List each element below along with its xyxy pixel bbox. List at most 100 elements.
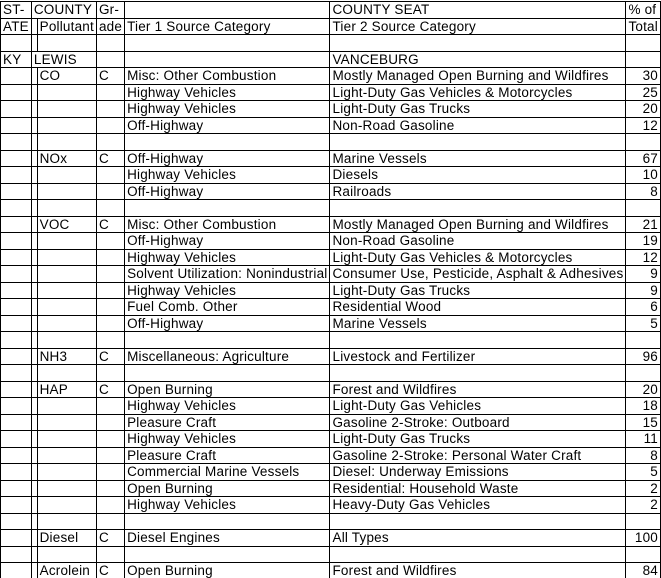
empty-cell (36, 83, 97, 101)
empty-cell (36, 182, 97, 200)
empty-cell (0, 83, 32, 101)
cell-tier1: Highway Vehicles (124, 100, 331, 118)
empty-cell (0, 347, 32, 365)
empty-cell (625, 34, 661, 52)
empty-cell (625, 133, 661, 151)
table-row: Highway Vehicles Heavy-Duty Gas Vehicles 2 (0, 496, 661, 514)
header-empty-cell (124, 1, 331, 19)
cell-tier2: Diesels (329, 166, 627, 184)
cell-tier2: Light-Duty Gas Trucks (329, 430, 627, 448)
empty-cell (0, 182, 32, 200)
cell-pollutant: Acrolein (36, 562, 97, 578)
cell-grade: C (95, 67, 126, 85)
cell-grade: C (95, 529, 126, 547)
empty-cell (95, 133, 126, 151)
cell-tier1: Highway Vehicles (124, 430, 331, 448)
cell-tier1: Highway Vehicles (124, 397, 331, 415)
empty-cell (95, 479, 126, 497)
empty-cell (95, 199, 126, 217)
empty-cell (95, 248, 126, 266)
empty-cell (36, 512, 97, 530)
cell-tier2: Livestock and Fertilizer (329, 347, 627, 365)
empty-cell (95, 182, 126, 200)
spacer-row (0, 364, 661, 382)
empty-cell (0, 232, 32, 250)
empty-cell (95, 83, 126, 101)
table-row: Highway Vehicles Light-Duty Gas Trucks 20 (0, 100, 661, 118)
group-row: KY LEWIS VANCEBURG (0, 50, 661, 68)
table-row: Off-Highway Marine Vessels 5 (0, 314, 661, 332)
empty-cell (36, 248, 97, 266)
cell-tier2: Light-Duty Gas Trucks (329, 100, 627, 118)
table-row: Pleasure Craft Gasoline 2-Stroke: Persona… (0, 446, 661, 464)
cell-pct: 21 (625, 215, 661, 233)
cell-tier1: Off-Highway (124, 182, 331, 200)
cell-tier1: Off-Highway (124, 314, 331, 332)
empty-cell (329, 133, 627, 151)
cell-tier1: Highway Vehicles (124, 496, 331, 514)
empty-cell (0, 430, 32, 448)
empty-cell (95, 413, 126, 431)
empty-cell (0, 215, 32, 233)
empty-cell (0, 166, 32, 184)
empty-cell (36, 364, 97, 382)
empty-cell (124, 34, 331, 52)
cell-pct: 12 (625, 248, 661, 266)
cell-pct: 9 (625, 281, 661, 299)
empty-cell (95, 331, 126, 349)
spacer-row (0, 133, 661, 151)
cell-pct: 12 (625, 116, 661, 134)
header-row-1: ST- COUNTY Gr- COUNTY SEAT % of (0, 1, 661, 19)
cell-tier1: Open Burning (124, 380, 331, 398)
empty-cell (124, 50, 331, 68)
header-grade-line1: Gr- (95, 1, 126, 19)
cell-pollutant: VOC (36, 215, 97, 233)
empty-cell (329, 545, 627, 563)
header-pct-line2: Total (625, 17, 661, 35)
empty-cell (0, 512, 32, 530)
empty-cell (625, 50, 661, 68)
empty-cell (95, 545, 126, 563)
empty-cell (95, 314, 126, 332)
cell-tier1: Open Burning (124, 562, 331, 578)
cell-tier2: Diesel: Underway Emissions (329, 463, 627, 481)
cell-state: KY (0, 50, 32, 68)
cell-tier1: Highway Vehicles (124, 281, 331, 299)
empty-cell (36, 331, 97, 349)
cell-pct: 25 (625, 83, 661, 101)
spacer-row (0, 34, 661, 52)
cell-grade: C (95, 562, 126, 578)
empty-cell (36, 413, 97, 431)
cell-pct: 96 (625, 347, 661, 365)
empty-cell (0, 545, 32, 563)
empty-cell (0, 529, 32, 547)
empty-cell (0, 100, 32, 118)
cell-tier2: Forest and Wildfires (329, 562, 627, 578)
empty-cell (329, 199, 627, 217)
cell-tier2: Marine Vessels (329, 149, 627, 167)
empty-cell (0, 34, 32, 52)
table-row: Highway Vehicles Light-Duty Gas Trucks 9 (0, 281, 661, 299)
empty-cell (124, 364, 331, 382)
cell-pct: 5 (625, 463, 661, 481)
table-row: Fuel Comb. Other Residential Wood 6 (0, 298, 661, 316)
cell-pollutant: HAP (36, 380, 97, 398)
cell-tier1: Misc: Other Combustion (124, 215, 331, 233)
cell-grade: C (95, 215, 126, 233)
header-pct-line1: % of (625, 1, 661, 19)
empty-cell (95, 116, 126, 134)
empty-cell (36, 446, 97, 464)
table-row: Off-Highway Non-Road Gasoline 19 (0, 232, 661, 250)
empty-cell (0, 199, 32, 217)
table-row: Off-Highway Non-Road Gasoline 12 (0, 116, 661, 134)
header-county-seat: COUNTY SEAT (329, 1, 627, 19)
cell-tier2: Mostly Managed Open Burning and Wildfire… (329, 215, 627, 233)
empty-cell (124, 199, 331, 217)
cell-tier2: Forest and Wildfires (329, 380, 627, 398)
empty-cell (36, 116, 97, 134)
cell-pct: 18 (625, 397, 661, 415)
table-row: Highway Vehicles Diesels 10 (0, 166, 661, 184)
empty-cell (0, 380, 32, 398)
